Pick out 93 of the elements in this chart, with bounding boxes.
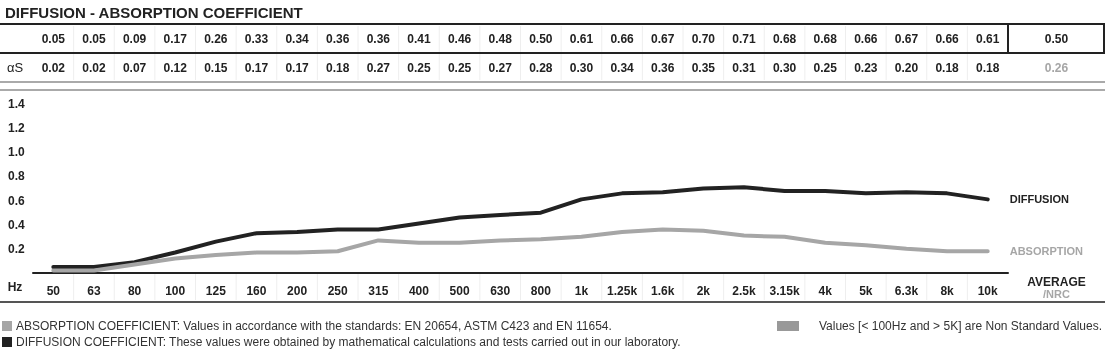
text: 0.36 xyxy=(326,31,350,46)
text: 0.36 xyxy=(651,60,675,75)
text: 0.20 xyxy=(894,60,919,75)
x-tick-label: 200 xyxy=(287,284,308,298)
text: 0.31 xyxy=(732,60,756,75)
x-tick-label: 6.3k xyxy=(894,284,919,298)
text: 0.17 xyxy=(163,31,188,46)
text: 0.17 xyxy=(285,60,310,75)
text: 0.48 xyxy=(488,31,513,46)
x-tick-label: 50 xyxy=(46,284,61,298)
x-tick-label: 315 xyxy=(368,284,389,298)
line-series xyxy=(51,185,990,269)
text: 0.46 xyxy=(447,31,472,46)
text: 0.18 xyxy=(935,60,960,75)
text: 0.09 xyxy=(122,31,147,46)
series-label: DIFFUSION xyxy=(1009,193,1070,206)
text: 0.12 xyxy=(163,60,188,75)
text: 0.27 xyxy=(488,60,513,75)
text: αS xyxy=(6,60,24,75)
text: DIFFUSION COEFFICIENT: These values were obtained by mathematical calculations and tests carried out in our laboratory. xyxy=(16,335,681,349)
x-tick-label: 800 xyxy=(530,284,552,298)
x-tick-label: 10k xyxy=(977,284,999,298)
text: 0.36 xyxy=(366,31,391,46)
text: 0.25 xyxy=(407,60,431,75)
text: 0.68 xyxy=(813,31,838,46)
text: 0.17 xyxy=(244,60,269,75)
text: 0.23 xyxy=(854,60,878,75)
x-tick-label: 1k xyxy=(574,284,589,298)
text: 0.28 xyxy=(529,60,553,75)
text: 0.18 xyxy=(326,60,350,75)
x-tick-label: 2k xyxy=(696,284,711,298)
x-tick-label: 630 xyxy=(490,284,511,298)
text: 0.25 xyxy=(813,60,838,75)
text: 0.67 xyxy=(894,31,919,46)
x-tick-label: 63 xyxy=(87,284,101,298)
text: 0.50 xyxy=(529,31,553,46)
y-tick-label: 1.4 xyxy=(8,97,26,112)
text: 0.70 xyxy=(691,31,716,46)
x-tick-label: 80 xyxy=(127,284,142,298)
x-tick-label: 4k xyxy=(818,284,833,298)
text: 0.02 xyxy=(41,60,66,75)
text: 0.30 xyxy=(772,60,797,75)
text: 0.30 xyxy=(569,60,594,75)
text: 0.27 xyxy=(366,60,391,75)
text: 0.41 xyxy=(407,31,431,46)
text: 0.33 xyxy=(244,31,269,46)
text: /NRC xyxy=(1043,288,1070,300)
text: 0.05 xyxy=(41,31,66,46)
x-tick-label: 2.5k xyxy=(732,284,756,298)
text: 0.66 xyxy=(854,31,878,46)
text: 0.18 xyxy=(976,60,1000,75)
x-tick-label: 500 xyxy=(449,284,470,298)
x-tick-label: 125 xyxy=(205,284,227,298)
text: 0.15 xyxy=(204,60,228,75)
text: 0.67 xyxy=(651,31,675,46)
text: Values [< 100Hz and > 5K] are Non Standard Values. xyxy=(818,319,1102,333)
text: 0.66 xyxy=(610,31,635,46)
y-tick-label: 1.2 xyxy=(8,121,26,136)
text: 0.26 xyxy=(204,31,228,46)
text: 0.34 xyxy=(285,31,310,46)
text: 0.71 xyxy=(732,31,756,46)
text: 0.61 xyxy=(569,31,594,46)
text: 0.26 xyxy=(1044,60,1069,75)
x-tick-label: 100 xyxy=(165,284,186,298)
text: ABSORPTION COEFFICIENT: Values in accordance with the standards: EN 20654, ASTM C423 and EN 11654. xyxy=(16,319,612,333)
x-tick-label: 160 xyxy=(246,284,267,298)
x-tick-label: 8k xyxy=(940,284,955,298)
x-tick-label: 1.6k xyxy=(651,284,675,298)
text: 0.66 xyxy=(935,31,960,46)
y-tick-label: 1.0 xyxy=(8,145,26,160)
line-series xyxy=(51,227,990,273)
y-tick-label: 0.4 xyxy=(8,217,26,232)
x-axis-title: Hz xyxy=(7,280,23,294)
text: 0.07 xyxy=(122,60,147,75)
x-tick-label: 3.15k xyxy=(769,284,800,298)
text: 0.25 xyxy=(447,60,472,75)
x-tick-label: 400 xyxy=(408,284,430,298)
text: 0.68 xyxy=(772,31,797,46)
text: 0.35 xyxy=(691,60,716,75)
chart-title: DIFFUSION - ABSORPTION COEFFICIENT xyxy=(5,4,303,21)
y-tick-label: 0.8 xyxy=(8,169,26,184)
y-tick-label: 0.6 xyxy=(8,193,26,208)
text: 0.02 xyxy=(82,60,106,75)
x-tick-label: 250 xyxy=(327,284,349,298)
x-tick-label: 1.25k xyxy=(607,284,638,298)
x-tick-label: 5k xyxy=(859,284,873,298)
text: 0.05 xyxy=(82,31,106,46)
text: AVERAGE xyxy=(1027,275,1086,289)
y-tick-label: 0.2 xyxy=(8,241,26,256)
text: 0.34 xyxy=(610,60,635,75)
text: 0.50 xyxy=(1044,31,1069,46)
series-label: ABSORPTION xyxy=(1009,245,1084,258)
text: 0.61 xyxy=(976,31,1000,46)
